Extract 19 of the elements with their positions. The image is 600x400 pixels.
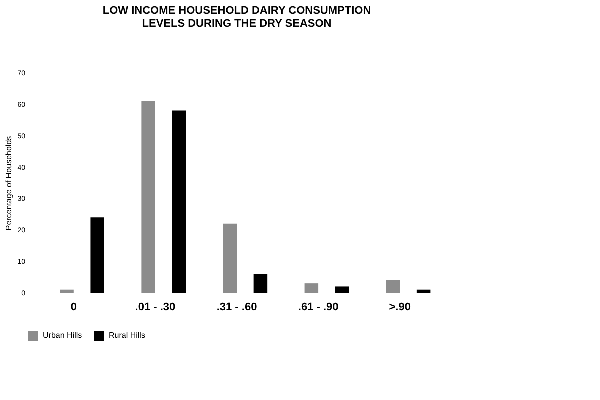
x-tick-label: .31 - .60 — [216, 302, 258, 314]
chart-title: LOW INCOME HOUSEHOLD DAIRY CONSUMPTION LEVELS DURING THE DRY SEASON — [102, 5, 372, 30]
bar — [304, 284, 319, 293]
bar — [142, 101, 156, 293]
y-axis-title: Percentage of Households — [4, 136, 14, 231]
x-tick-label: .01 - .30 — [135, 302, 176, 314]
bar — [386, 280, 400, 293]
x-tick-label: >.90 — [389, 302, 411, 314]
bar — [172, 110, 186, 293]
legend-label: Rural Hills — [109, 331, 146, 340]
bar — [90, 218, 104, 293]
bar — [254, 274, 268, 293]
x-tick-label: 0 — [70, 302, 77, 314]
bar — [335, 286, 350, 293]
bar — [223, 224, 237, 293]
bar — [60, 290, 74, 293]
bar — [416, 290, 431, 293]
legend-label: Urban Hills — [43, 331, 82, 340]
x-tick-label: .61 - .90 — [298, 302, 339, 314]
